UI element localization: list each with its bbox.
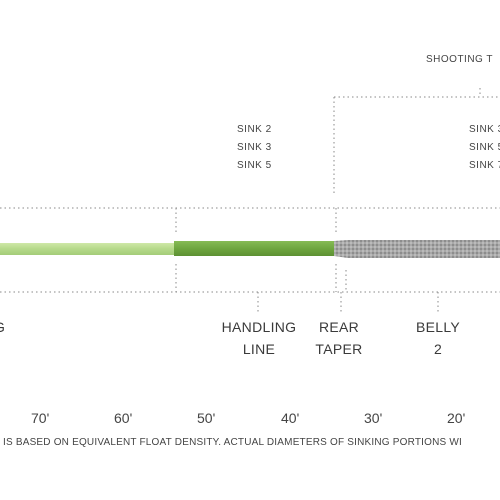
handling-line-label: HANDLING LINE <box>214 316 304 360</box>
sink-right-3: SINK 7 <box>469 160 500 171</box>
scale-20: 20' <box>447 410 466 426</box>
rear-taper-word-2: TAPER <box>315 341 363 357</box>
rear-taper-label: REAR TAPER <box>306 316 372 360</box>
belly-label: BELLY 2 <box>408 316 468 360</box>
belly-word-1: BELLY <box>415 319 461 335</box>
sink-right-2: SINK 5 <box>469 142 500 153</box>
footnote: IS BASED ON EQUIVALENT FLOAT DENSITY. AC… <box>3 437 463 448</box>
handling-line-word-2: LINE <box>242 341 276 357</box>
sink-left-2: SINK 3 <box>237 142 272 153</box>
scale-30: 30' <box>364 410 383 426</box>
running-line-label: G <box>0 316 5 338</box>
handling-line-word-1: HANDLING <box>221 319 297 335</box>
running-line-segment <box>0 243 176 255</box>
belly-word-2: 2 <box>433 341 443 357</box>
scale-70: 70' <box>31 410 50 426</box>
scale-50: 50' <box>197 410 216 426</box>
rear-taper-word-1: REAR <box>318 319 360 335</box>
sink-group-left: SINK 2 SINK 3 SINK 5 <box>237 121 272 175</box>
rear-taper-segment <box>334 240 500 258</box>
shooting-head-label: SHOOTING T <box>426 54 494 65</box>
scale-40: 40' <box>281 410 300 426</box>
scale-60: 60' <box>114 410 133 426</box>
sink-group-right: SINK 3 SINK 5 SINK 7 <box>469 121 500 175</box>
sink-right-1: SINK 3 <box>469 124 500 135</box>
sink-left-3: SINK 5 <box>237 160 272 171</box>
sink-left-1: SINK 2 <box>237 124 272 135</box>
handling-line-segment <box>174 241 336 256</box>
